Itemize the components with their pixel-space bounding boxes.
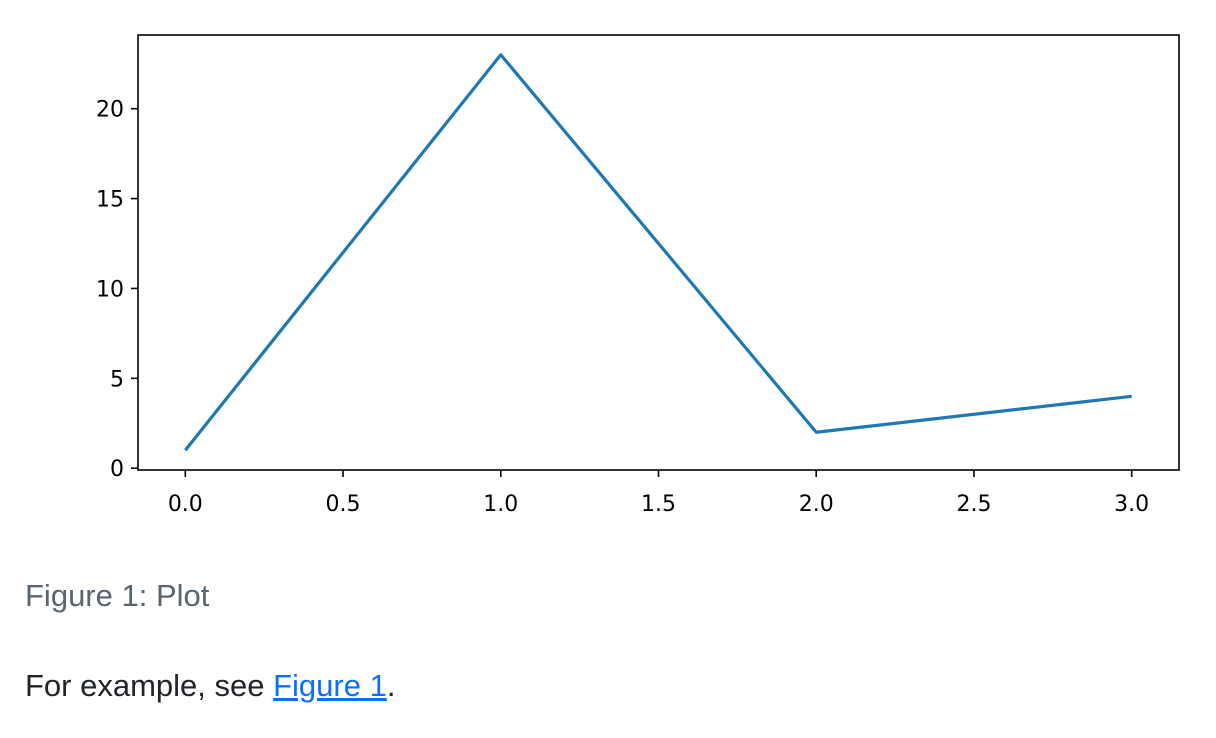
y-tick-label: 10 (96, 277, 124, 302)
x-tick-label: 2.0 (799, 492, 834, 517)
figure-caption: Figure 1: Plot (25, 578, 210, 613)
x-tick-label: 1.5 (641, 492, 676, 517)
y-tick-label: 5 (110, 367, 124, 392)
plot-frame (137, 34, 1180, 471)
y-tick-label: 20 (96, 98, 124, 123)
series-line (184, 53, 1132, 452)
paragraph: For example, see Figure 1. (25, 668, 395, 704)
y-tick-label: 15 (96, 188, 124, 213)
x-tick-label: 3.0 (1114, 492, 1149, 517)
x-tick-label: 2.5 (956, 492, 991, 517)
x-tick-label: 0.5 (326, 492, 361, 517)
x-tick-label: 0.0 (168, 492, 203, 517)
line-chart: 0.0 0.5 1.0 1.5 2.0 2.5 3.0 0 5 10 15 20 (96, 34, 1180, 517)
y-tick-label: 0 (110, 457, 124, 482)
paragraph-text: For example, see (25, 668, 274, 703)
x-tick-label: 1.0 (483, 492, 518, 517)
paragraph-end: . (386, 668, 396, 703)
figure-link[interactable]: Figure 1 (273, 668, 387, 703)
